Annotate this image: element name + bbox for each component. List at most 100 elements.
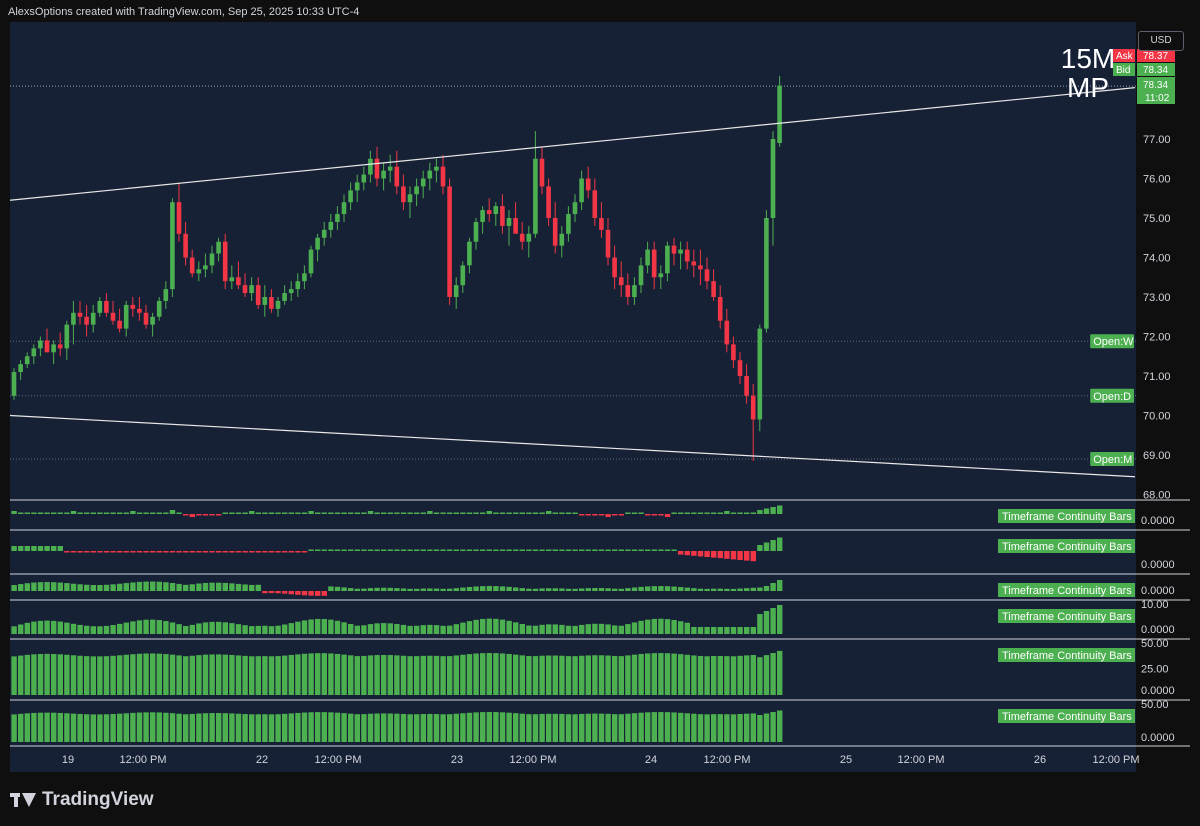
indicator-bar xyxy=(605,655,611,695)
candle-body xyxy=(262,297,268,305)
indicator-bar xyxy=(645,712,651,742)
indicator-bar xyxy=(301,712,308,742)
candle-body xyxy=(625,285,631,297)
trendline xyxy=(9,87,1136,201)
indicator-bar xyxy=(407,625,413,634)
indicator-bar xyxy=(737,551,743,560)
indicator-bar xyxy=(638,712,644,742)
indicator-bar xyxy=(552,655,558,695)
indicator-bar xyxy=(97,626,103,634)
indicator-bar xyxy=(770,583,776,591)
indicator-bar xyxy=(275,512,281,514)
candle-body xyxy=(255,285,261,305)
indicator-bar xyxy=(176,583,182,591)
indicator-bar xyxy=(678,621,684,634)
indicator-bar xyxy=(546,624,552,634)
ask-badge xyxy=(1113,49,1135,62)
reference-level-badge xyxy=(1090,334,1134,349)
indicator-bar xyxy=(262,656,268,695)
indicator-bar xyxy=(658,514,664,516)
indicator-bar xyxy=(757,545,763,551)
indicator-bar xyxy=(499,512,506,514)
indicator-bar xyxy=(499,653,506,695)
indicator-bar xyxy=(618,714,624,742)
indicator-bar xyxy=(84,551,90,553)
candle-body xyxy=(638,265,644,286)
indicator-bar xyxy=(658,712,664,742)
indicator-bar xyxy=(189,713,195,742)
indicator-bar xyxy=(315,549,321,551)
indicator-bar xyxy=(526,512,532,514)
indicator-bar xyxy=(460,622,466,634)
indicator-bar xyxy=(645,619,651,634)
indicator-bar xyxy=(57,621,63,634)
candle-body xyxy=(275,300,281,309)
candle-body xyxy=(361,174,367,183)
indicator-bar xyxy=(730,551,737,560)
indicator-bar xyxy=(697,588,704,591)
candle-body xyxy=(519,233,525,242)
indicator-bar xyxy=(24,512,30,514)
indicator-bar xyxy=(532,512,539,514)
indicator-bar xyxy=(671,619,677,634)
indicator-bar xyxy=(242,584,248,591)
indicator-bar xyxy=(328,653,334,695)
indicator-bar xyxy=(691,627,697,634)
indicator-bar xyxy=(189,655,195,695)
indicator-bar xyxy=(275,591,281,594)
indicator-bar xyxy=(480,549,486,551)
candle-body xyxy=(764,218,769,329)
indicator-bar xyxy=(242,551,248,553)
indicator-bar xyxy=(427,511,433,514)
indicator-bar xyxy=(737,655,743,695)
candle-body xyxy=(189,257,195,274)
indicator-bar xyxy=(453,713,459,742)
indicator-bar xyxy=(400,588,407,591)
indicator-bar xyxy=(242,714,248,742)
indicator-bar xyxy=(770,712,776,742)
candle-body xyxy=(618,277,624,286)
indicator-bar xyxy=(341,549,347,551)
indicator-bar xyxy=(117,551,123,553)
indicator-bar xyxy=(282,551,288,553)
indicator-bar xyxy=(18,512,24,514)
indicator-bar xyxy=(156,653,162,695)
indicator-bar xyxy=(625,713,631,742)
indicator-bar xyxy=(777,650,783,695)
indicator-bar xyxy=(664,586,671,591)
indicator-bar xyxy=(163,621,169,634)
indicator-bar xyxy=(354,625,360,634)
indicator-bar xyxy=(466,512,473,514)
indicator-bar xyxy=(631,587,638,591)
indicator-bar xyxy=(183,584,189,591)
indicator-bar xyxy=(420,588,426,591)
indicator-bar xyxy=(585,655,591,695)
indicator-bar xyxy=(295,654,301,695)
indicator-bar xyxy=(565,549,572,551)
indicator-bar xyxy=(565,656,572,695)
indicator-bar xyxy=(163,551,169,553)
indicator-bar xyxy=(546,549,552,551)
indicator-bar xyxy=(11,546,17,551)
indicator-bar xyxy=(37,712,44,742)
candle-body xyxy=(434,166,439,171)
indicator-bar xyxy=(321,712,327,742)
indicator-bar xyxy=(229,713,235,742)
timeframe-label: 15M MP xyxy=(1060,44,1116,102)
indicator-bar xyxy=(585,713,591,742)
indicator-bar xyxy=(532,625,539,634)
indicator-bar xyxy=(24,546,30,551)
indicator-bar xyxy=(77,551,83,553)
indicator-bar xyxy=(750,627,756,634)
indicator-bar xyxy=(427,588,433,591)
indicator-bar xyxy=(169,713,176,742)
indicator-bar xyxy=(235,583,242,591)
currency-selector[interactable]: USD xyxy=(1138,31,1184,51)
indicator-bar xyxy=(414,656,420,695)
indicator-bar xyxy=(97,551,103,553)
indicator-bar xyxy=(704,627,710,634)
indicator-bar xyxy=(150,712,156,742)
indicator-bar xyxy=(592,588,598,591)
tradingview-logo[interactable]: TradingView xyxy=(10,789,154,811)
